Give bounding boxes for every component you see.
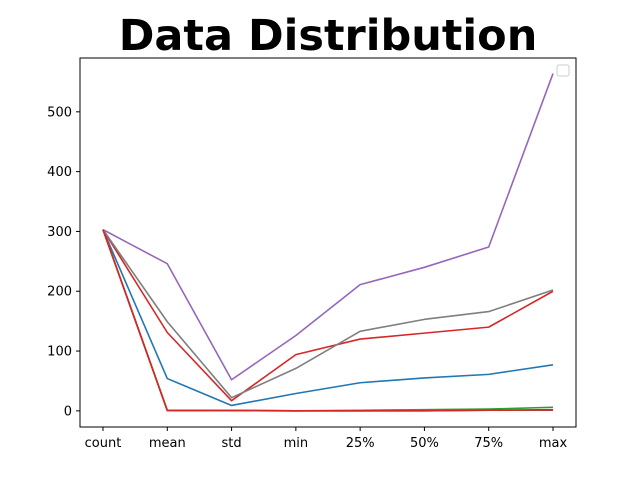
plot-frame <box>79 57 577 428</box>
x-tick-label: std <box>222 436 242 451</box>
x-tick-label: mean <box>149 436 186 451</box>
x-tick-label: 25% <box>346 436 375 451</box>
series-line-7 <box>102 229 554 399</box>
series-line-5 <box>102 73 554 381</box>
y-tick-label: 400 <box>47 165 72 180</box>
series-layer <box>102 73 554 412</box>
series-line-8 <box>102 229 554 412</box>
series-line-3 <box>102 229 554 412</box>
chart-title: Data Distribution <box>119 11 538 61</box>
x-tick-label: min <box>284 436 309 451</box>
axes-layer: count mean std min 25% 50% 75% max 0 100 200 300 400… <box>47 105 567 451</box>
legend-box <box>556 64 570 77</box>
series-line-6 <box>102 229 553 412</box>
y-tick-label: 100 <box>47 345 72 360</box>
x-tick-label: max <box>539 436 568 451</box>
y-tick-label: 200 <box>47 285 72 300</box>
x-tick-label: 50% <box>410 436 439 451</box>
series-line-4 <box>102 229 554 402</box>
series-line-1 <box>102 229 554 407</box>
x-tick-label: count <box>85 436 122 451</box>
y-tick-label: 500 <box>47 105 72 120</box>
y-tick-label: 0 <box>64 404 72 419</box>
x-tick-label: 75% <box>474 436 503 451</box>
y-tick-label: 300 <box>47 225 72 240</box>
series-line-2 <box>102 229 553 412</box>
